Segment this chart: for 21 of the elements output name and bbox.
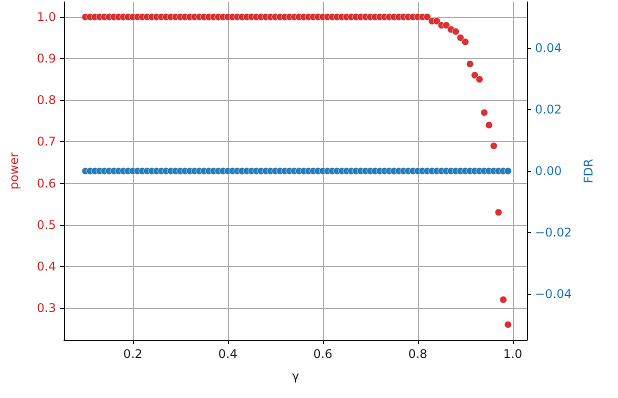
x-tick-label: 0.2 (123, 347, 142, 361)
x-tick-label: 1.0 (503, 347, 522, 361)
x-tick-label: 0.6 (313, 347, 332, 361)
y2-tick-label: −0.04 (535, 286, 572, 301)
x-tick-label: 0.4 (218, 347, 238, 361)
y-tick-label: 0.5 (36, 218, 56, 232)
y-tick-label: 1.0 (36, 10, 56, 24)
x-tick-label: 0.8 (408, 347, 428, 361)
y-tick-label: 0.9 (36, 52, 56, 66)
y2-tick-label: 0.02 (535, 102, 562, 117)
y2-tick-label: 0.04 (535, 41, 562, 56)
y-tick-label: 0.8 (36, 93, 56, 108)
y2-tick-label: 0.00 (535, 164, 562, 178)
y2-tick-label: −0.02 (535, 225, 572, 240)
y-tick-label: 0.6 (36, 176, 56, 190)
y-tick-label: 0.3 (36, 300, 56, 315)
y2-axis-title: FDR (582, 158, 596, 184)
x-axis-title: γ (292, 369, 300, 383)
y-tick-label: 0.7 (36, 134, 56, 149)
y-tick-label: 0.4 (36, 259, 56, 274)
y-axis-title: power (7, 152, 21, 190)
